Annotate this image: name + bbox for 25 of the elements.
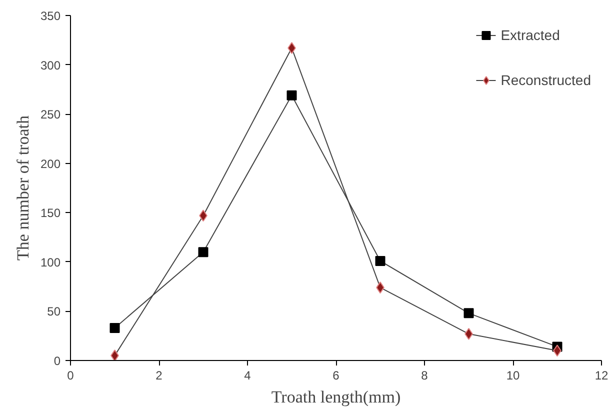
legend-label: Extracted <box>500 27 560 43</box>
y-tick-label: 50 <box>47 304 61 319</box>
point <box>110 350 119 360</box>
x-tick-label: 6 <box>332 368 340 382</box>
point <box>198 247 208 258</box>
y-tick-label: 200 <box>40 156 61 171</box>
legend-label: Reconstructed <box>500 72 591 88</box>
x-axis-title: Troath length(mm) <box>271 388 401 406</box>
y-tick-label: 150 <box>40 206 61 220</box>
y-tick-label: 100 <box>40 255 61 270</box>
x-tick-label: 10 <box>506 368 520 382</box>
point <box>464 308 474 318</box>
point <box>286 90 297 100</box>
x-tick-label: 8 <box>421 368 428 382</box>
point <box>110 322 120 333</box>
x-tick-label: 2 <box>156 368 163 382</box>
y-tick-label: 250 <box>40 108 61 122</box>
y-axis-title: The number of troath <box>13 115 32 260</box>
point <box>375 256 386 266</box>
y-tick-label: 0 <box>54 354 61 368</box>
y-tick-label: 300 <box>40 58 61 72</box>
x-tick-label: 0 <box>67 368 74 382</box>
x-tick-label: 12 <box>594 368 608 382</box>
x-tick-label: 4 <box>244 368 252 382</box>
y-tick-label: 350 <box>40 9 61 23</box>
